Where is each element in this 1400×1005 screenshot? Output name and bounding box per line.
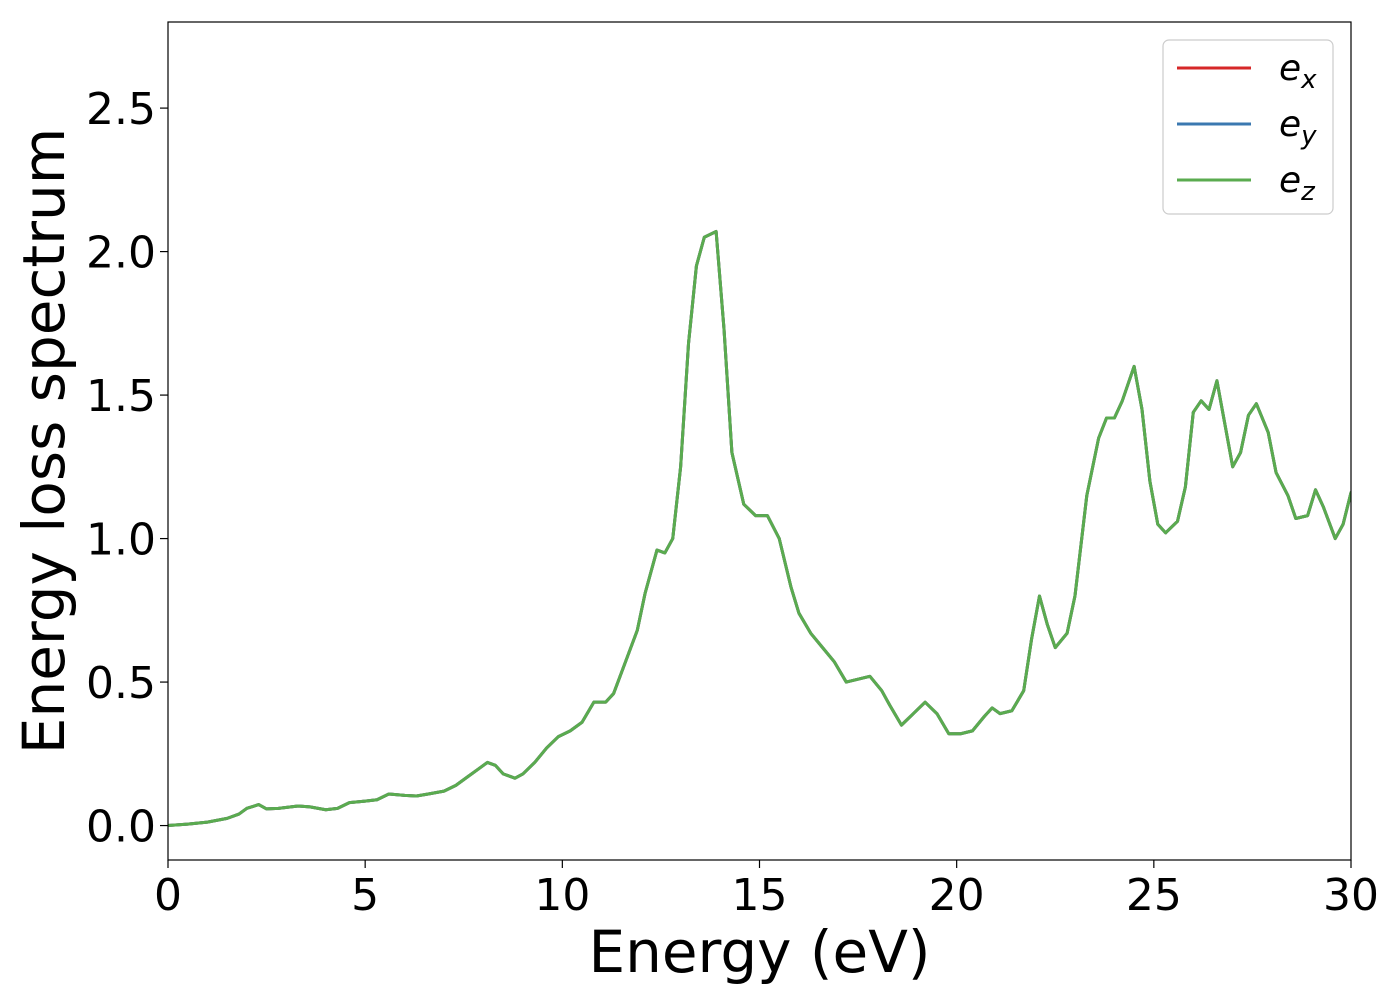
y-axis-label: Energy loss spectrum — [10, 128, 78, 754]
legend-label: ex — [1279, 48, 1317, 95]
legend-item-e_x: ex — [1177, 48, 1317, 95]
legend-item-e_z: ez — [1177, 160, 1316, 207]
x-tick-label: 5 — [351, 870, 379, 921]
y-tick-label: 2.0 — [86, 228, 156, 279]
legend-box — [1162, 39, 1334, 215]
y-tick-label: 0.0 — [86, 802, 156, 853]
x-tick-label: 20 — [929, 870, 985, 921]
series-line-e_x — [168, 230, 1351, 828]
series-line-e_y — [168, 230, 1351, 828]
y-axis: 0.0 0.5 1.0 1.5 2.0 2.5 — [86, 84, 168, 853]
x-axis-label: Energy (eV) — [588, 918, 930, 986]
y-tick-label: 1.0 — [86, 515, 156, 566]
series-layer — [168, 230, 1351, 828]
y-tick-label: 2.5 — [86, 84, 156, 135]
x-tick-label: 25 — [1126, 870, 1182, 921]
legend-item-e_y: ey — [1177, 104, 1317, 151]
series-line-e_z — [168, 230, 1351, 828]
legend-label: ez — [1279, 160, 1316, 207]
legend-label: ey — [1279, 104, 1317, 151]
y-tick-label: 0.5 — [86, 658, 156, 709]
y-tick-label: 1.5 — [86, 371, 156, 422]
x-tick-label: 10 — [534, 870, 590, 921]
legend: ex ey ez — [1162, 39, 1334, 215]
x-axis: 0 5 10 15 20 25 30 — [154, 860, 1379, 921]
x-tick-label: 15 — [732, 870, 788, 921]
x-tick-label: 30 — [1323, 870, 1379, 921]
x-tick-label: 0 — [154, 870, 182, 921]
